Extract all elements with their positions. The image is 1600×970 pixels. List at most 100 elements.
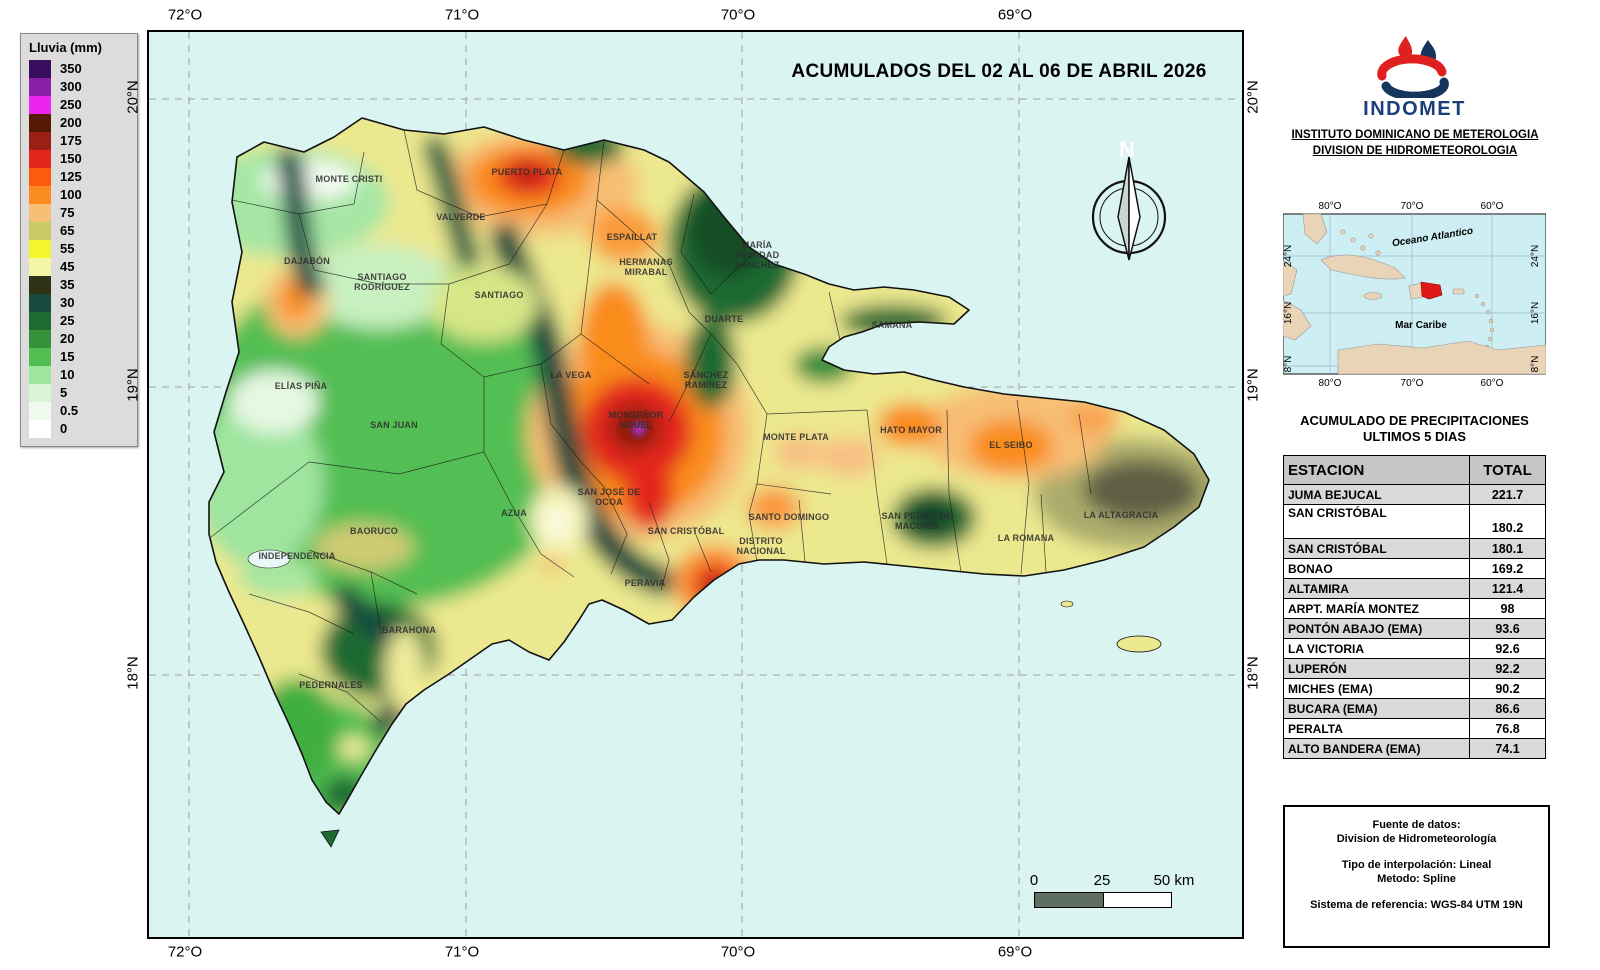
legend-swatch <box>29 78 51 96</box>
lon-label-top: 71°O <box>444 6 480 24</box>
info-reference-system: Sistema de referencia: WGS-84 UTM 19N <box>1310 899 1523 911</box>
legend-entry: 150 <box>29 150 137 168</box>
station-total: 169.2 <box>1469 558 1546 579</box>
legend-value: 0 <box>60 421 68 436</box>
legend-entry: 125 <box>29 168 137 186</box>
lat-label-left: 20°N <box>124 80 142 114</box>
station-name: LUPERÓN <box>1283 658 1470 679</box>
svg-text:8°N: 8°N <box>1530 356 1541 373</box>
svg-text:8°N: 8°N <box>1283 356 1294 373</box>
legend-entry: 45 <box>29 258 137 276</box>
province-label: SÁNCHEZ RAMÍREZ <box>684 370 729 390</box>
province-label: PERAVIA <box>625 578 666 588</box>
province-label: MONSEÑOR NOUEL <box>609 410 664 430</box>
legend-value: 65 <box>60 223 75 238</box>
lon-label-top: 72°O <box>167 6 203 24</box>
province-label: DAJABÓN <box>284 255 330 266</box>
province-label: LA VEGA <box>550 370 591 380</box>
legend-value: 125 <box>60 169 82 184</box>
table-row: BUCARA (EMA) 86.6 <box>1283 698 1546 719</box>
isla-beata <box>320 829 340 848</box>
isla-saona <box>1116 635 1162 653</box>
info-interpolation: Tipo de interpolación: Lineal <box>1341 859 1492 871</box>
svg-text:24°N: 24°N <box>1283 245 1294 267</box>
indomet-logo <box>1377 36 1449 98</box>
map-title: ACUMULADOS DEL 02 AL 06 DE ABRIL 2026 <box>791 61 1207 82</box>
province-label: DUARTE <box>705 314 744 324</box>
north-label: N <box>1119 137 1135 162</box>
info-method: Metodo: Spline <box>1377 873 1456 885</box>
legend-swatch <box>29 240 51 258</box>
province-label: SANTIAGO <box>474 290 523 300</box>
north-arrow: N <box>1091 137 1167 261</box>
lat-label-right: 18°N <box>1244 656 1262 690</box>
lat-label-left: 19°N <box>124 368 142 402</box>
rain-legend: Lluvia (mm) 350 300 250 200 175 150 125 100 75 65… <box>20 33 138 447</box>
table-title-line2: ULTIMOS 5 DIAS <box>1362 429 1467 444</box>
province-labels: MONTE CRISTI PUERTO PLATA VALVERDE ESPAILLA… <box>258 167 1158 690</box>
province-label: EL SEIBO <box>989 440 1032 450</box>
rainfall-field <box>209 118 1209 814</box>
org-name-line2: DIVISION DE HIDROMETEOROLOGIA <box>1312 145 1518 157</box>
legend-entry: 100 <box>29 186 137 204</box>
station-name: ARPT. MARÍA MONTEZ <box>1283 598 1470 619</box>
svg-text:70°O: 70°O <box>1401 378 1424 388</box>
legend-swatch <box>29 402 51 420</box>
station-total: 221.7 <box>1469 484 1546 505</box>
legend-value: 100 <box>60 187 82 202</box>
station-name: SAN CRISTÓBAL <box>1283 504 1470 539</box>
legend-swatch <box>29 330 51 348</box>
province-label: SAN CRISTÓBAL <box>648 525 725 536</box>
table-row: SAN CRISTÓBAL 180.1 <box>1283 538 1546 559</box>
legend-value: 150 <box>60 151 82 166</box>
province-label: DISTRITO NACIONAL <box>736 536 785 556</box>
country-outline <box>208 117 1210 815</box>
station-name: PONTÓN ABAJO (EMA) <box>1283 618 1470 639</box>
legend-swatch <box>29 60 51 78</box>
table-row: LUPERÓN 92.2 <box>1283 658 1546 679</box>
station-name: ALTO BANDERA (EMA) <box>1283 738 1470 759</box>
province-label: ESPAILLAT <box>607 232 658 242</box>
scalebar-bar <box>1034 892 1172 908</box>
legend-swatch <box>29 132 51 150</box>
legend-value: 200 <box>60 115 82 130</box>
legend-entry: 300 <box>29 78 137 96</box>
legend-entry: 75 <box>29 204 137 222</box>
province-label: HATO MAYOR <box>880 425 942 435</box>
legend-swatch <box>29 96 51 114</box>
province-label: PEDERNALES <box>299 680 363 690</box>
org-name-line1: INSTITUTO DOMINICANO DE METEROLOGIA <box>1291 129 1539 141</box>
scalebar-segment-light <box>1102 893 1171 907</box>
province-label: MARÍA TRINIDAD SÁNCHEZ <box>735 240 780 270</box>
precipitation-table: ESTACION TOTAL JUMA BEJUCAL 221.7 SAN CRIS… <box>1283 455 1546 759</box>
legend-value: 25 <box>60 313 75 328</box>
legend-entry: 25 <box>29 312 137 330</box>
legend-entry: 35 <box>29 276 137 294</box>
legend-swatch <box>29 312 51 330</box>
legend-entry: 20 <box>29 330 137 348</box>
legend-entry: 10 <box>29 366 137 384</box>
scalebar-end: 50 km <box>1153 872 1195 889</box>
legend-entry: 350 <box>29 60 137 78</box>
legend-value: 30 <box>60 295 75 310</box>
legend-swatch <box>29 222 51 240</box>
legend-swatch <box>29 294 51 312</box>
legend-swatch <box>29 258 51 276</box>
info-source-label: Fuente de datos: <box>1372 819 1461 831</box>
province-label: MONTE CRISTI <box>316 174 383 184</box>
legend-swatch <box>29 420 51 438</box>
station-name: LA VICTORIA <box>1283 638 1470 659</box>
legend-swatch <box>29 150 51 168</box>
legend-value: 350 <box>60 61 82 76</box>
station-total: 76.8 <box>1469 718 1546 739</box>
table-row: ARPT. MARÍA MONTEZ 98 <box>1283 598 1546 619</box>
scalebar-start: 0 <box>1029 872 1039 889</box>
table-row: ALTAMIRA 121.4 <box>1283 578 1546 599</box>
svg-text:60°O: 60°O <box>1481 201 1504 212</box>
legend-entry: 250 <box>29 96 137 114</box>
province-label: ELÍAS PIÑA <box>275 381 328 391</box>
province-label: MONTE PLATA <box>763 432 829 442</box>
legend-value: 0.5 <box>60 403 79 418</box>
province-label: SANTO DOMINGO <box>749 512 829 522</box>
info-source-value: Division de Hidrometeorología <box>1336 833 1497 845</box>
